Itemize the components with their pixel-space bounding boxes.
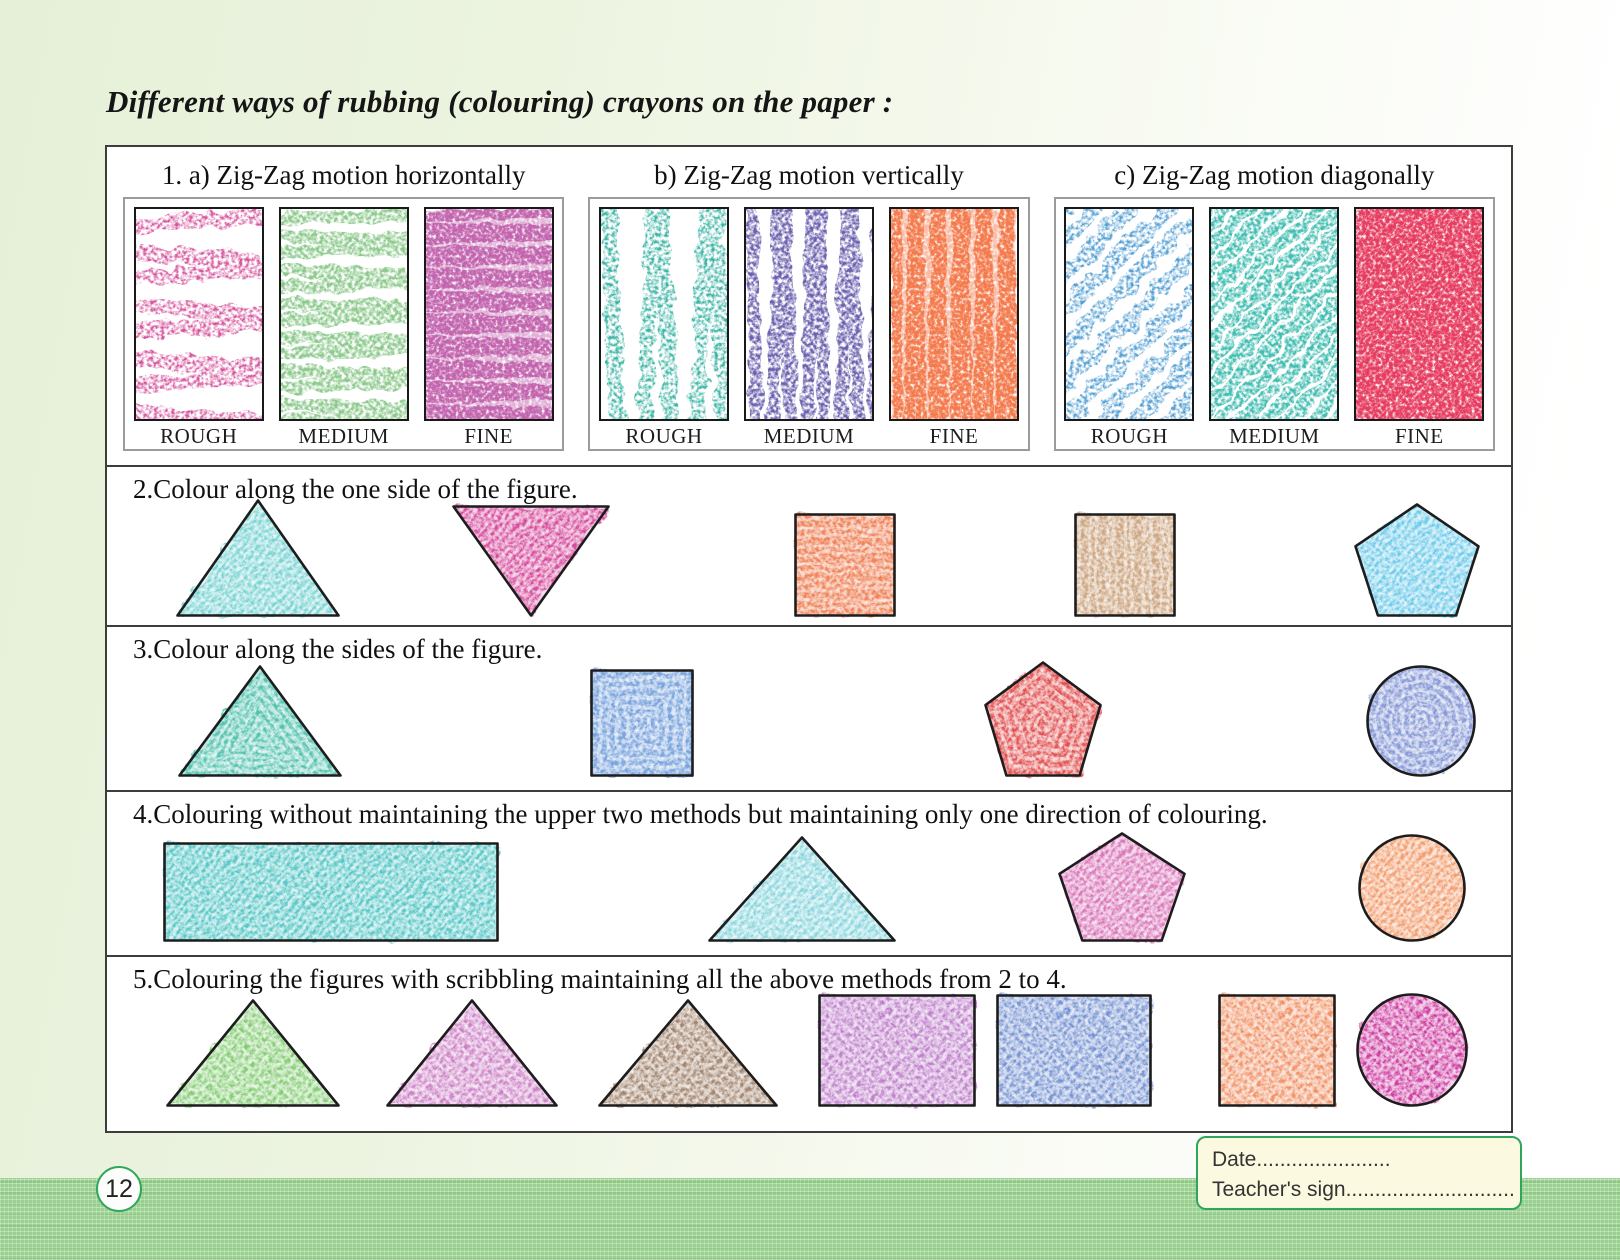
section-title: 2.Colour along the one side of the figur… [133,474,578,504]
figure-pentagon [984,661,1102,777]
crayon-swatch [133,207,264,421]
swatch-rough: ROUGH [598,207,729,449]
swatch-label: MEDIUM [763,424,855,448]
figure-rect [1074,513,1176,617]
swatch-label: MEDIUM [298,424,389,448]
crayon-swatch [278,207,409,421]
shape-row [133,993,1511,1113]
crayon-swatch [1354,207,1485,421]
section-colour-sides: 3.Colour along the sides of the figure. [107,627,1511,792]
figure-triangle [178,665,342,777]
shape-row [133,661,1511,783]
content-panel: 1. a) Zig-Zag motion horizontally ROUGH M… [105,145,1513,1133]
swatch-label: MEDIUM [1229,424,1320,448]
zigzag-swatch-box: ROUGH MEDIUM FINE [123,197,565,451]
swatch-rough: ROUGH [133,207,264,449]
swatch-medium: MEDIUM [278,207,409,449]
figure-rect [163,842,499,942]
swatch-fine: FINE [1354,207,1485,449]
shape-row [133,830,1511,948]
figure-circle [1356,993,1468,1107]
zigzag-swatch-box: ROUGH MEDIUM FINE [588,197,1030,451]
figure-circle [1366,665,1476,777]
crayon-swatch [598,207,729,421]
swatch-medium: MEDIUM [1209,207,1340,449]
zigzag-group-heading: c) Zig-Zag motion diagonally [1114,160,1435,190]
crayon-swatch [1209,207,1340,421]
figure-circle [1358,834,1466,942]
figure-triangle [176,499,340,617]
page-title: Different ways of rubbing (colouring) cr… [106,84,894,119]
crayon-swatch [1064,207,1195,421]
swatch-label: ROUGH [160,424,238,448]
swatch-medium: MEDIUM [743,207,874,449]
section-zigzag-methods: 1. a) Zig-Zag motion horizontally ROUGH M… [107,147,1511,467]
section-one-direction: 4.Colouring without maintaining the uppe… [107,792,1511,957]
figure-triangle [386,999,558,1107]
date-sign-box: Date....................... Teacher's si… [1196,1136,1522,1210]
figure-rect [590,669,694,777]
figure-pentagon [1058,832,1186,942]
figure-triangle [708,836,896,942]
swatch-label: FINE [1394,424,1444,448]
section-title: 5.Colouring the figures with scribbling … [133,964,1067,994]
figure-triangle-down [452,505,610,617]
section-scribbling: 5.Colouring the figures with scribbling … [107,957,1511,1133]
figure-rect [818,994,976,1107]
swatch-label: ROUGH [1090,424,1168,448]
zigzag-group-heading: 1. a) Zig-Zag motion horizontally [161,160,526,190]
swatch-label: ROUGH [625,424,703,448]
zigzag-group-heading: b) Zig-Zag motion vertically [654,160,964,190]
zigzag-group-vertical: b) Zig-Zag motion vertically ROUGH MEDIUM… [588,153,1030,465]
date-label: Date....................... [1212,1148,1391,1171]
crayon-swatch [888,207,1019,421]
zigzag-swatch-box: ROUGH MEDIUM FINE [1053,197,1495,451]
page-number-badge: 12 [96,1166,142,1212]
swatch-rough: ROUGH [1064,207,1195,449]
section-title: 4.Colouring without maintaining the uppe… [133,799,1268,829]
figure-rect [1218,994,1336,1107]
swatch-fine: FINE [423,207,554,449]
section-title: 3.Colour along the sides of the figure. [133,634,543,664]
figure-rect [996,994,1152,1107]
zigzag-group-horizontal: 1. a) Zig-Zag motion horizontally ROUGH M… [123,153,565,465]
teacher-sign-label: Teacher's sign..........................… [1212,1178,1515,1202]
zigzag-group-diagonal: c) Zig-Zag motion diagonally ROUGH MEDIUM… [1053,153,1495,465]
shape-row [133,499,1511,623]
section-colour-one-side: 2.Colour along the one side of the figur… [107,467,1511,627]
figure-triangle [166,999,340,1107]
crayon-swatch [743,207,874,421]
figure-pentagon [1354,503,1480,617]
swatch-fine: FINE [888,207,1019,449]
swatch-label: FINE [929,424,979,448]
figure-triangle [598,999,778,1107]
swatch-label: FINE [464,424,513,448]
crayon-swatch [423,207,554,421]
zigzag-columns: 1. a) Zig-Zag motion horizontally ROUGH M… [123,153,1495,465]
page-number: 12 [105,1174,133,1203]
figure-rect [794,513,896,617]
